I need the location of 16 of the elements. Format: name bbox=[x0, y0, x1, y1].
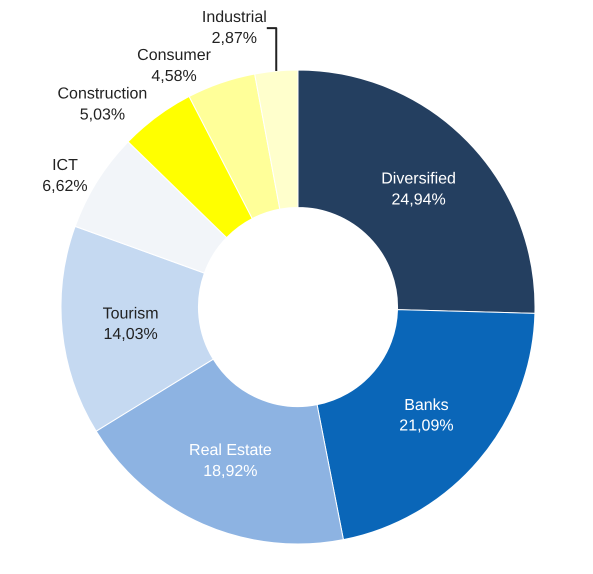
data-label: 24,94% bbox=[391, 192, 446, 209]
data-label: 14,03% bbox=[103, 326, 158, 344]
data-label: 2,87% bbox=[212, 30, 258, 48]
slice-label: ICT bbox=[52, 157, 78, 174]
data-label: 6,62% bbox=[42, 178, 88, 195]
data-label: 21,09% bbox=[399, 418, 454, 435]
data-label: 18,92% bbox=[203, 463, 258, 480]
slice-label: Real Estate bbox=[189, 442, 272, 460]
slice-label: Diversified bbox=[381, 170, 456, 188]
slice-label: Industrial bbox=[202, 9, 267, 26]
slice-label: Tourism bbox=[102, 305, 159, 322]
data-label: 4,58% bbox=[151, 68, 197, 85]
slice-label: Construction bbox=[57, 86, 148, 103]
slice-label: Banks bbox=[404, 396, 449, 414]
data-label: 5,03% bbox=[80, 106, 126, 124]
slice-label: Consumer bbox=[137, 47, 212, 64]
